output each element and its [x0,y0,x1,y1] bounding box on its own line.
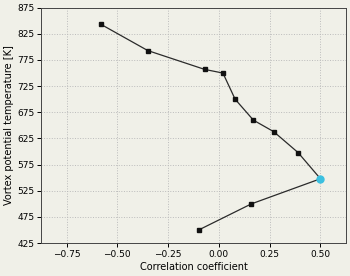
Y-axis label: Vortex potential temperature [K]: Vortex potential temperature [K] [4,46,14,205]
X-axis label: Correlation coefficient: Correlation coefficient [140,262,247,272]
